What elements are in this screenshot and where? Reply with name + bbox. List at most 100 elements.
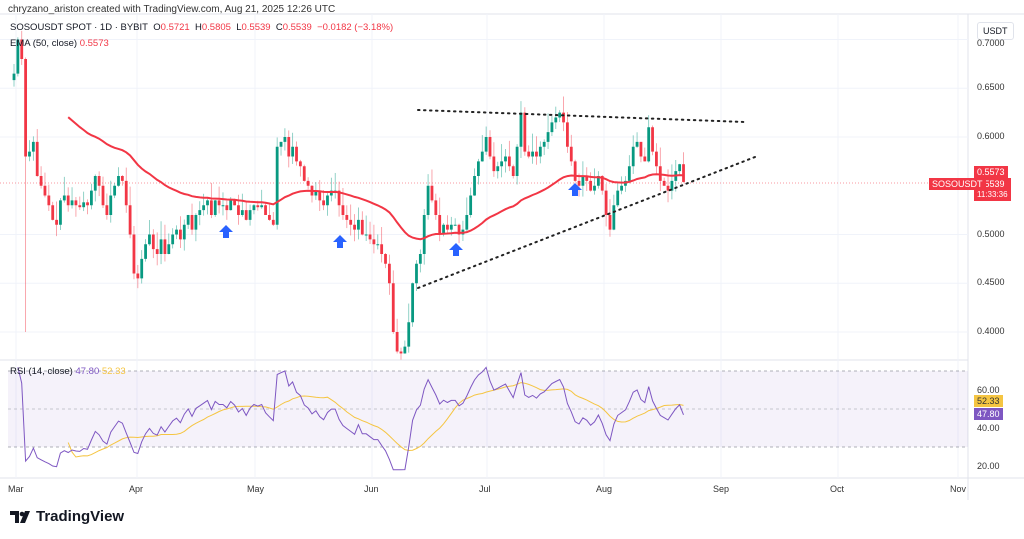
candle[interactable] (109, 195, 113, 216)
candle[interactable] (194, 215, 198, 230)
candle[interactable] (387, 263, 391, 284)
candle[interactable] (527, 151, 531, 157)
candle[interactable] (221, 205, 225, 207)
candle[interactable] (337, 190, 341, 206)
candle[interactable] (132, 234, 136, 274)
candle[interactable] (511, 166, 515, 176)
candle[interactable] (209, 200, 213, 215)
candle[interactable] (647, 127, 651, 162)
candle[interactable] (538, 146, 542, 157)
candle[interactable] (504, 156, 507, 162)
candle[interactable] (190, 215, 194, 230)
arrow-up-icon[interactable] (568, 183, 582, 196)
candle[interactable] (670, 180, 674, 191)
candle[interactable] (453, 224, 457, 226)
candle[interactable] (500, 161, 504, 167)
candle[interactable] (438, 215, 442, 235)
candle[interactable] (585, 176, 589, 181)
candle[interactable] (124, 180, 128, 206)
rsi-legend[interactable]: RSI (14, close) 47.80 52.33 (10, 366, 126, 377)
candle[interactable] (329, 190, 333, 196)
candle[interactable] (233, 200, 236, 206)
arrow-up-icon[interactable] (219, 225, 233, 238)
candle[interactable] (391, 283, 395, 332)
candle[interactable] (252, 205, 256, 211)
candle[interactable] (604, 190, 608, 215)
candle[interactable] (93, 176, 97, 191)
candle[interactable] (217, 200, 221, 206)
candle[interactable] (519, 112, 523, 147)
candle[interactable] (558, 112, 562, 118)
candle[interactable] (651, 127, 654, 152)
candle[interactable] (151, 234, 155, 250)
candle[interactable] (643, 156, 647, 162)
candle[interactable] (426, 185, 430, 215)
candle[interactable] (66, 195, 70, 206)
candle[interactable] (360, 219, 364, 235)
candle[interactable] (268, 215, 271, 220)
candle[interactable] (600, 176, 604, 191)
candle[interactable] (240, 210, 244, 215)
candle[interactable] (484, 137, 488, 152)
candle[interactable] (349, 219, 353, 225)
candle[interactable] (229, 200, 233, 211)
candle[interactable] (314, 190, 318, 196)
candle[interactable] (39, 176, 43, 186)
candle[interactable] (593, 185, 596, 191)
candle[interactable] (144, 244, 147, 259)
candle[interactable] (492, 156, 496, 172)
candle[interactable] (163, 239, 167, 254)
tradingview-logo[interactable]: TradingView (10, 508, 124, 525)
candle[interactable] (612, 205, 616, 230)
candle[interactable] (446, 224, 449, 230)
candle[interactable] (596, 176, 600, 186)
candle[interactable] (55, 219, 58, 225)
candle[interactable] (542, 141, 546, 147)
candle[interactable] (430, 185, 434, 201)
candle[interactable] (82, 202, 86, 208)
candle[interactable] (283, 137, 287, 142)
candle[interactable] (569, 146, 573, 162)
candle[interactable] (159, 239, 163, 254)
candle[interactable] (237, 205, 240, 215)
candle[interactable] (345, 215, 349, 220)
candle[interactable] (639, 141, 643, 157)
candle[interactable] (128, 205, 132, 235)
candle[interactable] (589, 180, 593, 191)
candle[interactable] (326, 195, 329, 206)
candle[interactable] (407, 322, 411, 347)
candle[interactable] (457, 224, 461, 235)
symbol-legend[interactable]: SOSOUSDT SPOT · 1D · BYBIT O0.5721 H0.58… (10, 22, 394, 33)
candle[interactable] (291, 146, 295, 157)
candle[interactable] (43, 185, 47, 196)
candle[interactable] (635, 141, 639, 147)
candle[interactable] (573, 161, 577, 181)
candle[interactable] (554, 117, 558, 123)
candle[interactable] (662, 180, 666, 186)
candle[interactable] (364, 234, 368, 236)
candle[interactable] (271, 219, 275, 225)
candle[interactable] (353, 224, 356, 230)
candle[interactable] (395, 332, 399, 352)
candle[interactable] (244, 210, 248, 220)
candle[interactable] (28, 151, 31, 157)
candle[interactable] (136, 273, 140, 279)
candle[interactable] (488, 137, 492, 157)
candle[interactable] (70, 200, 74, 206)
candle[interactable] (515, 146, 519, 176)
candle[interactable] (302, 166, 306, 181)
candle[interactable] (507, 156, 511, 167)
candle[interactable] (469, 195, 473, 216)
candle[interactable] (473, 176, 476, 196)
candle[interactable] (682, 164, 685, 182)
candle[interactable] (101, 185, 105, 206)
arrow-up-icon[interactable] (333, 235, 347, 248)
candle[interactable] (678, 164, 682, 172)
candle[interactable] (562, 112, 565, 123)
candle[interactable] (113, 185, 117, 196)
candle[interactable] (167, 244, 171, 254)
candle[interactable] (90, 190, 93, 206)
candle[interactable] (225, 205, 229, 211)
candle[interactable] (47, 195, 51, 206)
